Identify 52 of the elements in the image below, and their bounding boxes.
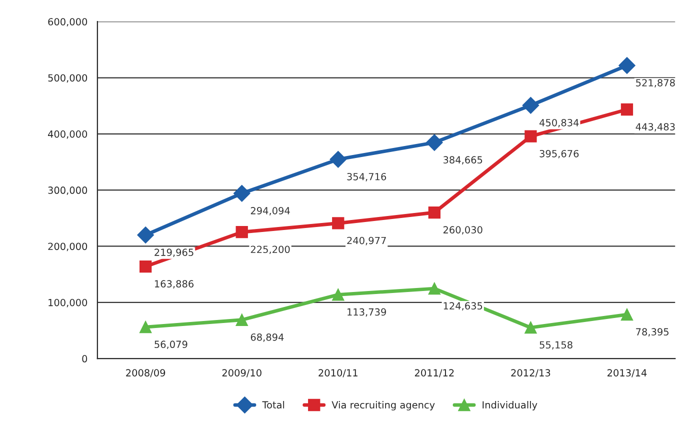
x-tick-label: 2013/14 xyxy=(608,369,647,378)
data-label: 294,094 xyxy=(250,207,290,216)
data-label: 240,977 xyxy=(347,236,386,246)
data-label: 354,716 xyxy=(347,172,386,182)
data-label: 395,676 xyxy=(540,150,579,158)
point xyxy=(236,314,248,326)
data-label: 384,665 xyxy=(443,156,482,164)
point xyxy=(428,282,440,295)
y-tick-label: 0 xyxy=(82,355,88,362)
data-label: 68,894 xyxy=(250,333,284,342)
data-label: 56,079 xyxy=(154,340,188,350)
point xyxy=(332,217,344,230)
legend-label: Via recruiting agency xyxy=(332,401,435,410)
point xyxy=(140,260,152,273)
point xyxy=(332,288,344,301)
point xyxy=(524,322,537,334)
point xyxy=(618,57,636,74)
y-tick-label: 100,000 xyxy=(48,298,88,308)
point xyxy=(137,226,154,244)
legend-label: Total xyxy=(262,401,284,409)
data-label: 55,158 xyxy=(540,341,572,350)
data-label: 443,483 xyxy=(636,123,675,132)
point xyxy=(233,185,250,202)
y-tick-label: 600,000 xyxy=(48,18,88,26)
point xyxy=(140,320,152,334)
y-tick-label: 400,000 xyxy=(48,130,88,139)
data-label: 78,395 xyxy=(636,328,668,336)
y-tick-label: 200,000 xyxy=(48,242,88,252)
data-label: 521,878 xyxy=(636,79,675,88)
data-label: 124,635 xyxy=(444,302,482,311)
x-tick-label: 2011/12 xyxy=(414,369,454,378)
point xyxy=(236,226,248,238)
data-label: 225,200 xyxy=(250,246,290,254)
x-tick-label: 2008/09 xyxy=(126,369,166,378)
data-label: 260,030 xyxy=(443,226,482,234)
point xyxy=(330,150,347,168)
data-label: 219,965 xyxy=(154,248,194,257)
data-label: 113,739 xyxy=(348,308,386,317)
x-tick-label: 2009/10 xyxy=(222,369,262,378)
legend-label: Individually xyxy=(482,401,538,410)
point xyxy=(620,308,634,321)
point xyxy=(522,96,540,114)
y-tick-label: 300,000 xyxy=(48,186,88,195)
data-label: 450,834 xyxy=(540,118,579,128)
point xyxy=(428,206,440,219)
x-tick-label: 2012/13 xyxy=(511,369,550,378)
data-label: 163,886 xyxy=(154,280,194,288)
point xyxy=(426,134,443,151)
x-tick-label: 2010/11 xyxy=(318,369,358,378)
y-tick-label: 500,000 xyxy=(48,74,88,83)
point xyxy=(524,130,537,142)
point xyxy=(620,103,634,116)
